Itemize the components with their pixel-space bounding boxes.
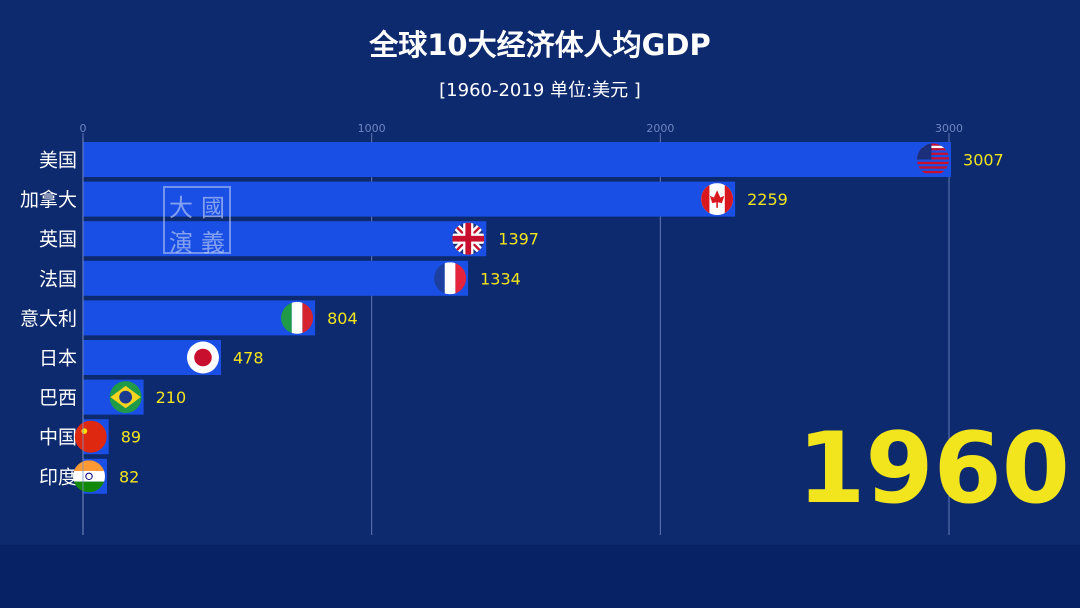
bar: [83, 142, 952, 177]
category-label: 印度: [39, 466, 77, 488]
category-label: 法国: [39, 268, 77, 290]
brazil-flag-icon: [109, 381, 142, 414]
category-label: 加拿大: [20, 188, 77, 211]
italy-flag-icon: [281, 301, 314, 334]
chart-subtitle: [1960-2019 单位:美元 ]: [439, 80, 641, 101]
x-tick-label: 1000: [358, 122, 386, 135]
bar: [83, 221, 487, 257]
value-label: 478: [233, 349, 264, 368]
category-label: 意大利: [20, 308, 77, 330]
value-label: 3007: [963, 151, 1004, 170]
uk-flag-icon: [452, 222, 485, 255]
value-label: 804: [327, 309, 358, 328]
x-tick-label: 0: [80, 122, 87, 135]
bar: [83, 260, 469, 296]
france-flag-icon: [434, 262, 467, 295]
watermark-logo: 大 國 演 義: [163, 186, 231, 257]
category-label: 巴西: [39, 387, 77, 409]
bottom-band: [0, 545, 1080, 608]
category-label: 美国: [39, 150, 77, 172]
watermark-char: 演: [169, 229, 193, 257]
watermark-char: 大: [169, 194, 193, 222]
india-flag-icon: [73, 460, 105, 493]
value-label: 1397: [498, 230, 539, 249]
watermark-char: 國: [201, 194, 225, 222]
watermark-char: 義: [201, 229, 225, 257]
canada-flag-icon: [701, 183, 734, 216]
category-label: 英国: [39, 229, 77, 251]
value-label: 1334: [480, 269, 521, 288]
value-label: 82: [119, 467, 139, 486]
category-label: 中国: [39, 427, 77, 449]
value-label: 210: [156, 388, 187, 407]
chart-title: 全球10大经济体人均GDP: [369, 28, 711, 62]
china-flag-icon: [74, 420, 107, 453]
value-label: 2259: [747, 190, 788, 209]
japan-flag-icon: [186, 341, 219, 374]
x-tick-label: 3000: [935, 122, 963, 135]
year-label: 1960: [797, 412, 1070, 526]
x-tick-label: 2000: [646, 122, 674, 135]
bar: [83, 300, 316, 336]
value-label: 89: [121, 428, 141, 447]
category-label: 日本: [39, 348, 77, 370]
